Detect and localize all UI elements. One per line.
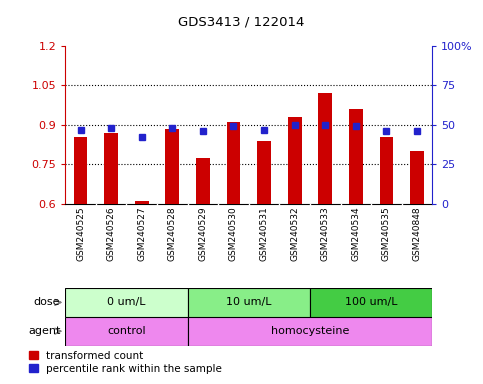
Text: control: control [107, 326, 146, 336]
Bar [196, 157, 210, 204]
Bar [65, 317, 187, 346]
Text: GSM240525: GSM240525 [76, 206, 85, 261]
Bar [73, 137, 87, 204]
Text: GSM240528: GSM240528 [168, 206, 177, 261]
Legend: transformed count, percentile rank within the sample: transformed count, percentile rank withi… [29, 351, 222, 374]
Text: GSM240533: GSM240533 [321, 206, 330, 261]
Text: 10 um/L: 10 um/L [226, 297, 271, 308]
Bar [187, 288, 310, 317]
Bar [65, 288, 187, 317]
Text: GSM240526: GSM240526 [107, 206, 115, 261]
Bar [380, 137, 393, 204]
Bar [410, 151, 424, 204]
Text: dose: dose [34, 297, 60, 308]
Bar [288, 117, 301, 204]
Bar [227, 122, 241, 204]
Text: GSM240535: GSM240535 [382, 206, 391, 261]
Text: GSM240534: GSM240534 [351, 206, 360, 261]
Text: homocysteine: homocysteine [271, 326, 349, 336]
Text: GSM240531: GSM240531 [259, 206, 269, 261]
Bar [165, 129, 179, 204]
Bar [257, 141, 271, 204]
Bar [349, 109, 363, 204]
Text: GSM240529: GSM240529 [199, 206, 207, 261]
Text: GSM240532: GSM240532 [290, 206, 299, 261]
Bar [135, 201, 149, 204]
Text: agent: agent [28, 326, 60, 336]
Text: GSM240848: GSM240848 [412, 206, 422, 261]
Text: GDS3413 / 122014: GDS3413 / 122014 [178, 15, 305, 28]
Bar [104, 132, 118, 204]
Bar [310, 288, 432, 317]
Bar [187, 317, 432, 346]
Text: 0 um/L: 0 um/L [107, 297, 146, 308]
Bar [318, 93, 332, 204]
Text: GSM240527: GSM240527 [137, 206, 146, 261]
Text: 100 um/L: 100 um/L [345, 297, 398, 308]
Text: GSM240530: GSM240530 [229, 206, 238, 261]
